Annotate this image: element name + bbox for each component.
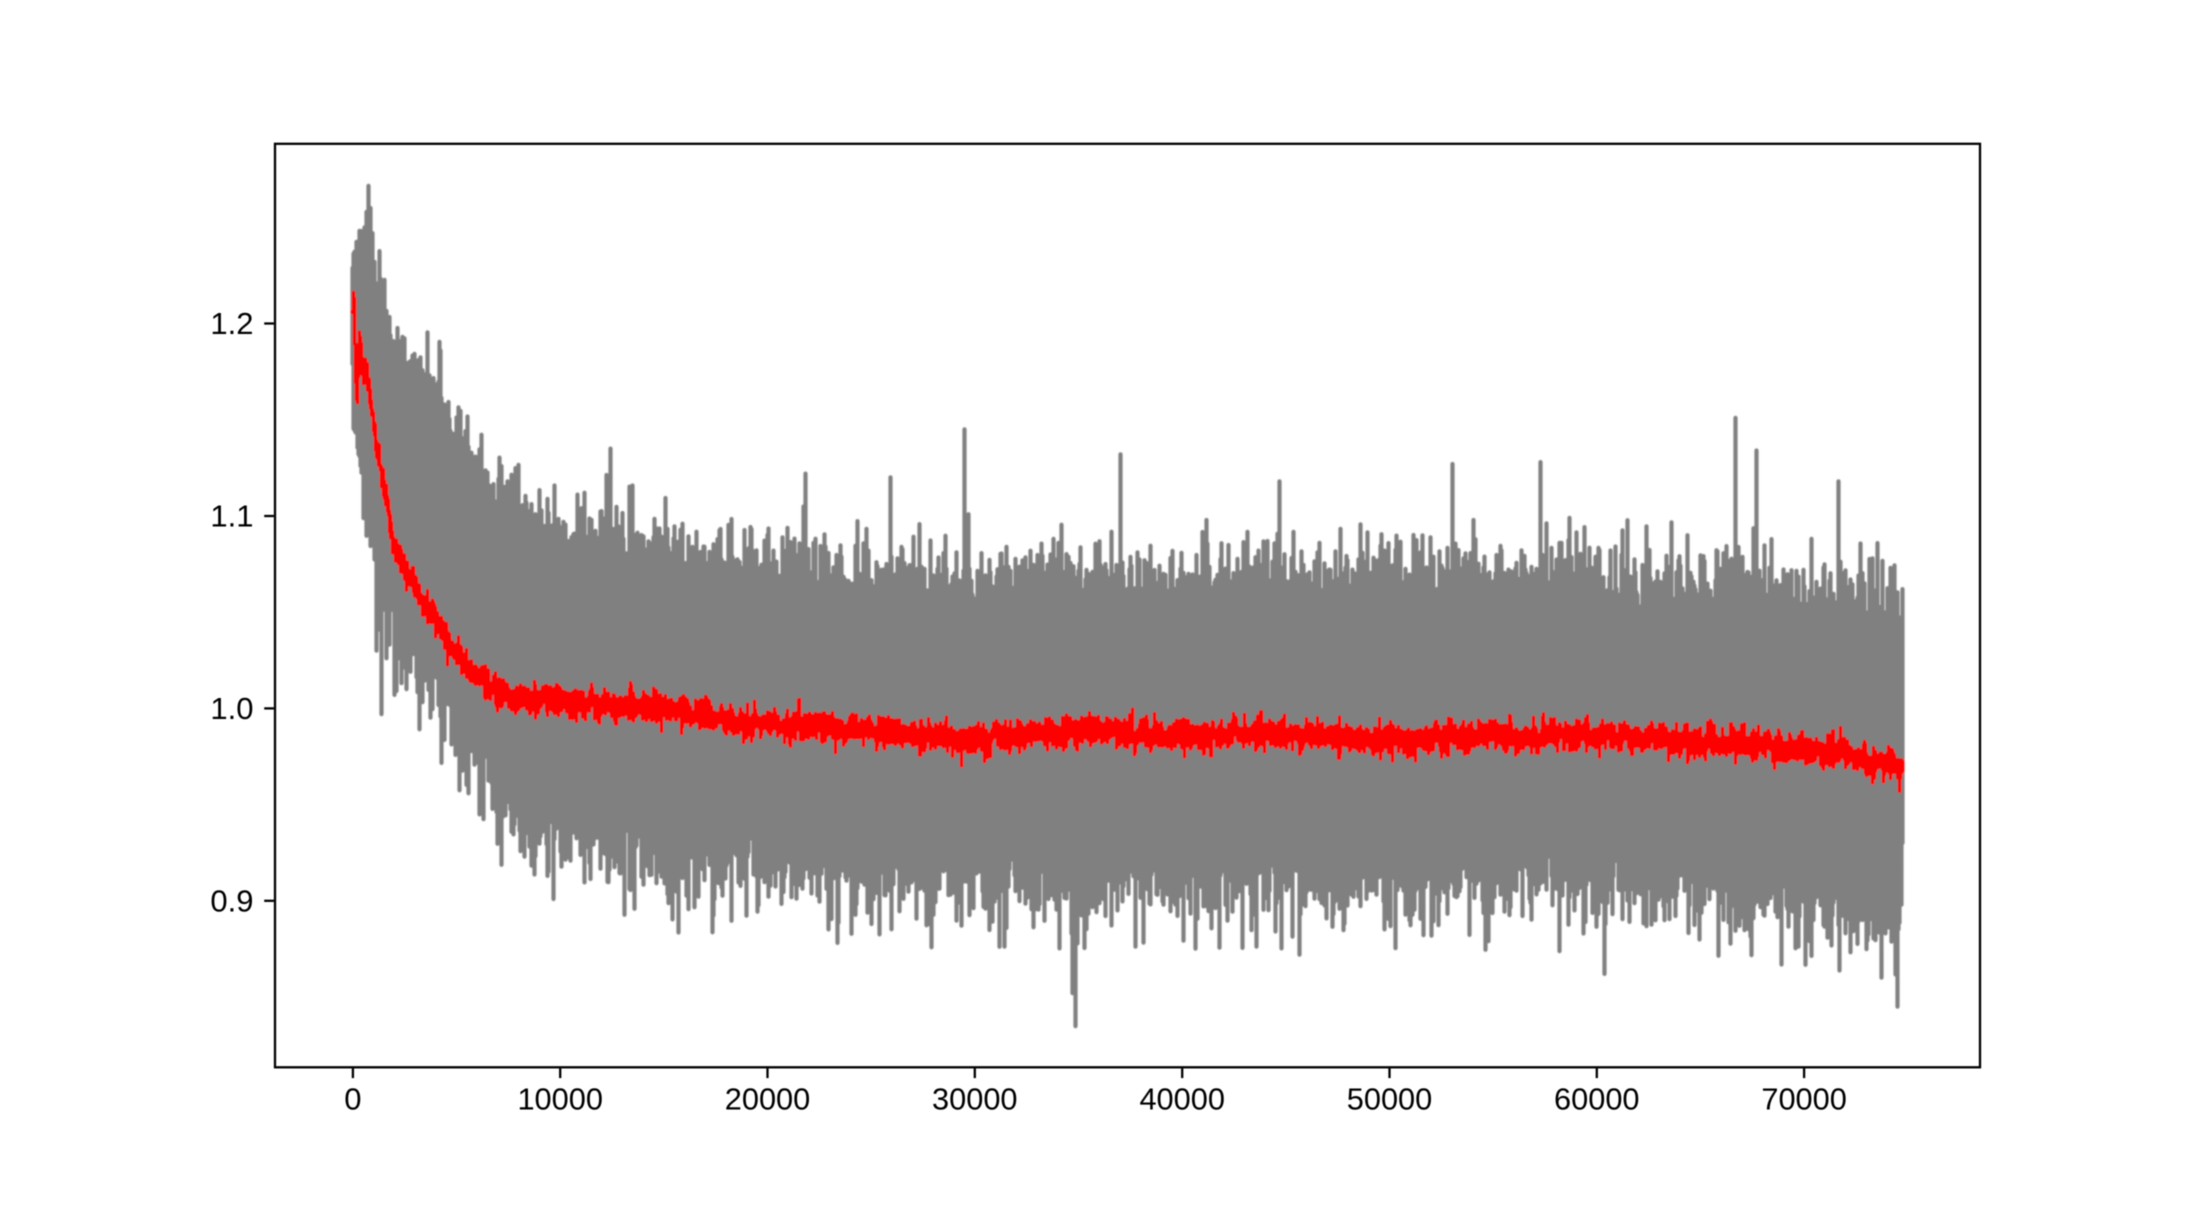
svg-text:1.0: 1.0	[210, 691, 253, 726]
svg-text:0.9: 0.9	[210, 884, 253, 919]
svg-text:60000: 60000	[1554, 1082, 1640, 1117]
svg-text:70000: 70000	[1761, 1082, 1847, 1117]
svg-text:10000: 10000	[517, 1082, 603, 1117]
svg-text:0: 0	[344, 1082, 361, 1117]
svg-text:1.1: 1.1	[210, 499, 253, 534]
svg-text:20000: 20000	[725, 1082, 811, 1117]
svg-text:40000: 40000	[1139, 1082, 1225, 1117]
svg-text:1.2: 1.2	[210, 306, 253, 341]
svg-text:30000: 30000	[932, 1082, 1018, 1117]
svg-text:50000: 50000	[1347, 1082, 1433, 1117]
